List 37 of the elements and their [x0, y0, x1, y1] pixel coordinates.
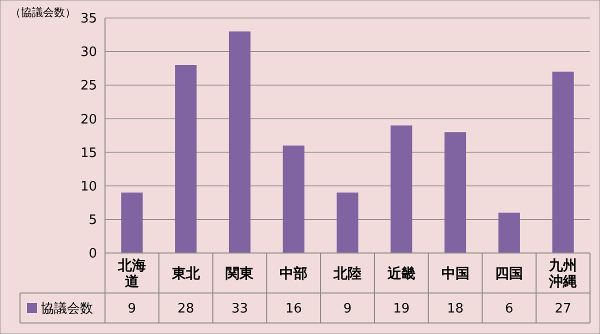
- x-tick-label: 九州沖縄: [548, 258, 578, 290]
- bar: [390, 125, 412, 253]
- y-tick-label: 20: [80, 112, 97, 128]
- y-tick-label: 0: [88, 246, 97, 262]
- data-label: 33: [231, 302, 248, 317]
- data-label: 28: [178, 302, 194, 317]
- bar: [228, 31, 250, 253]
- x-tick-label: 四国: [495, 266, 524, 282]
- y-tick-label: 30: [80, 45, 97, 60]
- x-tick-label: 関東: [226, 266, 255, 282]
- x-tick-label: 北海道: [116, 258, 146, 290]
- bar: [552, 72, 574, 253]
- data-label: 9: [128, 302, 136, 317]
- data-label: 16: [285, 302, 302, 317]
- bar: [498, 212, 520, 253]
- x-tick-label: 近畿: [386, 264, 416, 282]
- data-label: 19: [393, 302, 410, 317]
- x-tick-label: 中国: [441, 266, 470, 282]
- bar: [336, 192, 358, 253]
- x-tick-label: 東北: [170, 266, 201, 282]
- bar: [444, 132, 466, 253]
- bar: [282, 146, 304, 253]
- bar: [121, 192, 143, 253]
- x-tick-label: 中部: [280, 264, 308, 282]
- y-tick-label: 15: [80, 146, 97, 161]
- bar: [175, 65, 197, 253]
- y-axis-title: （協議会数）: [10, 6, 76, 19]
- data-label: 18: [447, 302, 464, 317]
- y-tick-label: 10: [80, 179, 97, 194]
- y-tick-label: 35: [80, 12, 97, 27]
- data-label: 6: [505, 302, 514, 317]
- y-tick-label: 5: [88, 212, 97, 228]
- legend-label: 協議会数: [41, 302, 93, 317]
- y-tick-label: 25: [80, 78, 97, 94]
- data-label: 9: [343, 302, 352, 317]
- data-label: 27: [554, 302, 572, 317]
- x-tick-label: 北陸: [332, 266, 362, 282]
